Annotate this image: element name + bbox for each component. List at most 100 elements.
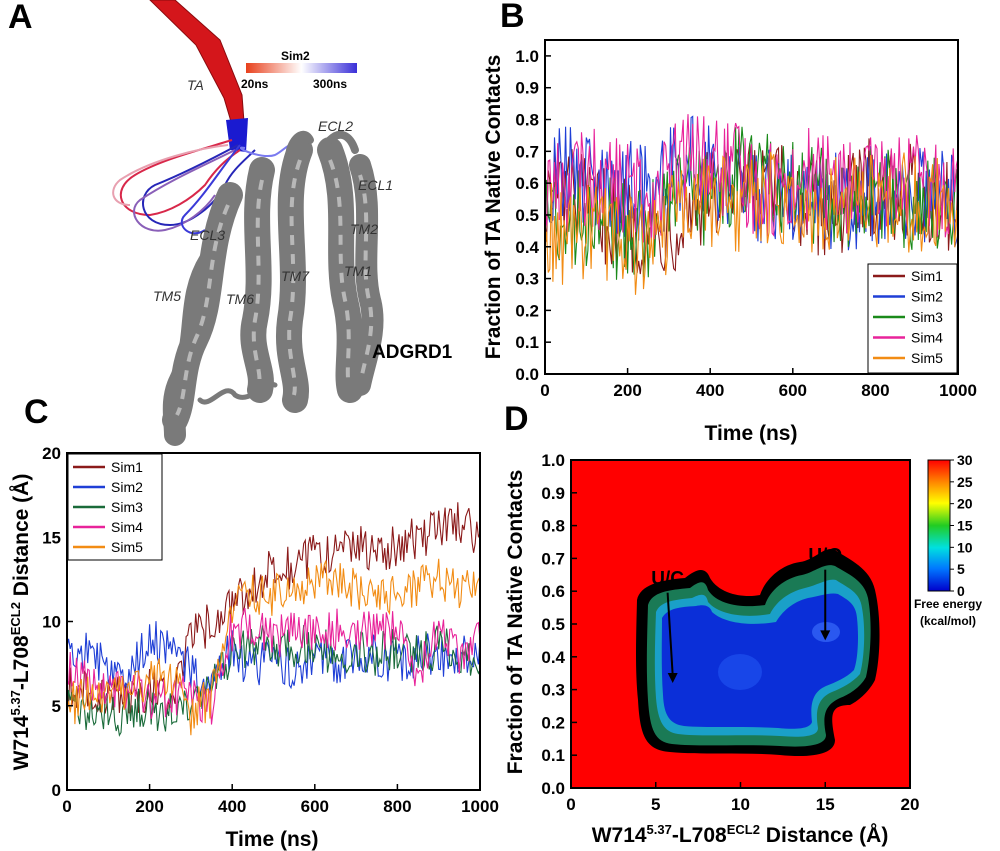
x-tick-label: 0 [540, 381, 549, 400]
panel-c: C 0 200 400 600 800 1000 0 5 10 15 20 Time (ns) W7… [8, 393, 499, 851]
panel-label-b: B [500, 0, 525, 35]
tm-helices [162, 130, 384, 446]
sim2-colorbar: Sim2 20ns 300ns [241, 49, 357, 91]
y-tick-label: 0.5 [541, 615, 565, 634]
minimum-label: U/C [651, 569, 684, 590]
x-tick-label: 1000 [939, 381, 977, 400]
y-tick-label: 0 [52, 781, 61, 800]
colorbar-tick-label: 25 [957, 474, 973, 490]
xlabel-sup: ECL2 [727, 822, 760, 837]
colorbar-tick-label: 30 [957, 452, 973, 468]
panel-label-d: D [504, 400, 529, 438]
colorbar-label-line1: Free energy [914, 597, 982, 611]
legend-label: Sim2 [111, 479, 143, 495]
ta-ribbon [149, 0, 245, 126]
label-tm6: TM6 [226, 291, 254, 307]
chart-c-ylabel: W7145.37-L708ECL2 Distance (Å) [8, 474, 33, 771]
y-tick-label: 5 [52, 697, 61, 716]
x-tick-label: 10 [731, 795, 750, 814]
chart-c-xlabel: Time (ns) [226, 828, 319, 851]
colorbar-title: Sim2 [281, 49, 310, 63]
chart-d-xlabel: W7145.37-L708ECL2 Distance (Å) [592, 822, 889, 847]
legend-label: Sim5 [911, 350, 943, 366]
legend-box [867, 263, 958, 374]
x-tick-label: 0 [62, 797, 71, 816]
x-tick-label: 0 [566, 795, 575, 814]
chart-b-frame [544, 39, 959, 375]
loop-trace [112, 144, 229, 206]
y-tick-label: 0.6 [541, 582, 565, 601]
colorbar-tick-label: 10 [957, 539, 973, 555]
x-tick-label: 600 [779, 381, 807, 400]
xlabel-sup: 5.37 [647, 822, 672, 837]
y-tick-label: 0.9 [515, 79, 539, 98]
y-tick-label: 0.4 [515, 238, 539, 257]
x-tick-label: 400 [696, 381, 724, 400]
legend-label: Sim3 [911, 309, 943, 325]
y-tick-label: 0.6 [515, 174, 539, 193]
x-tick-label: 600 [301, 797, 329, 816]
label-ecl3: ECL3 [190, 227, 225, 243]
legend-label: Sim1 [911, 268, 943, 284]
ta-anchor [226, 118, 248, 152]
ylabel-sup: ECL2 [8, 602, 23, 635]
legend-box [67, 453, 163, 561]
y-tick-label: 0.0 [515, 365, 539, 384]
icl-loop [197, 381, 278, 405]
loop-trace [180, 144, 241, 235]
legend-label: Sim5 [111, 539, 143, 555]
y-tick-label: 0.1 [541, 746, 565, 765]
panel-label-c: C [24, 393, 49, 431]
panel-d: D 0 5 10 15 20 0.0 0.1 0.2 0.3 0.4 0.5 0.6 0.7 0.8 0.9… [504, 400, 982, 847]
y-tick-label: 0.3 [541, 681, 565, 700]
y-tick-label: 0.8 [515, 111, 539, 130]
chart-b-ylabel: Fraction of TA Native Contacts [482, 55, 505, 360]
colorbar-tick-label: 5 [957, 561, 965, 577]
colorbar-gradient [246, 63, 357, 73]
x-tick-label: 200 [135, 797, 163, 816]
label-ecl1: ECL1 [358, 177, 393, 193]
basin-core [661, 593, 858, 729]
series-sim5 [545, 151, 958, 295]
x-tick-label: 5 [651, 795, 660, 814]
free-energy-colorbar: Free energy (kcal/mol) 0 5 10 15 20 25 30 [914, 452, 982, 628]
panel-label-a: A [8, 0, 33, 36]
colorbar-max: 300ns [313, 77, 347, 91]
label-tm5: TM5 [153, 288, 181, 304]
minimum-arrowhead [820, 630, 831, 641]
y-tick-label: 1.0 [541, 451, 565, 470]
panel-b: B 0 200 400 600 800 1000 0.0 0.1 0.2 0.3 0.4 0.5 0.6… [482, 0, 977, 445]
basin-subminimum [718, 654, 762, 690]
chart-b-legend: Sim1 Sim2 Sim3 Sim4 Sim5 [867, 263, 958, 374]
colorbar-tick-label: 20 [957, 496, 973, 512]
helix-tm2 [349, 154, 384, 396]
loop-trace [119, 139, 241, 217]
series-sim4 [67, 607, 480, 725]
colorbar-tick-label: 0 [957, 583, 965, 599]
loop-trace [133, 149, 236, 232]
colorbar-min: 20ns [241, 77, 269, 91]
y-tick-label: 0.1 [515, 333, 539, 352]
ylabel-part: Distance (Å) [9, 474, 33, 602]
structure-labels: TA ECL2 ECL1 ECL3 TM2 TM1 TM7 TM5 TM6 AD… [153, 77, 453, 363]
ylabel-sup: 5.37 [8, 690, 23, 715]
y-tick-label: 1.0 [515, 47, 539, 66]
x-tick-label: 800 [383, 797, 411, 816]
chart-c-axes: 0 200 400 600 800 1000 0 5 10 15 20 [42, 444, 499, 816]
colorbar-label-line2: (kcal/mol) [920, 614, 976, 628]
chart-c-legend: Sim1 Sim2 Sim3 Sim4 Sim5 [67, 453, 163, 561]
y-tick-label: 0.9 [541, 484, 565, 503]
x-tick-label: 200 [613, 381, 641, 400]
y-tick-label: 0.4 [541, 648, 565, 667]
ecl2-loop [286, 130, 314, 154]
ylabel-part: -L708 [10, 635, 33, 690]
label-tm7: TM7 [281, 268, 310, 284]
y-tick-label: 0.3 [515, 270, 539, 289]
x-tick-label: 400 [218, 797, 246, 816]
y-tick-label: 0.2 [541, 713, 565, 732]
x-tick-label: 15 [816, 795, 835, 814]
label-ecl2: ECL2 [318, 118, 353, 134]
y-tick-label: 0.7 [541, 549, 565, 568]
legend-label: Sim1 [111, 459, 143, 475]
